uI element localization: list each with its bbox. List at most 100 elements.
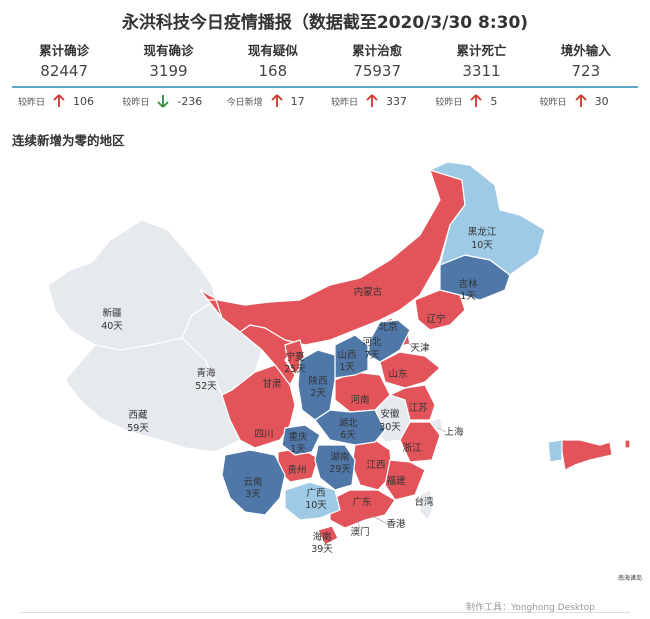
- label-beijing-name: 北京: [378, 321, 397, 333]
- label-jiangsu-name: 江苏: [408, 402, 428, 414]
- label-hubei-days: 6天: [340, 430, 356, 441]
- region-hunan[interactable]: [314, 444, 356, 491]
- region-hubei[interactable]: [314, 409, 386, 446]
- region-neimenggu[interactable]: [199, 161, 466, 346]
- label-anhui-name: 安徽: [380, 408, 400, 420]
- region-zhejiang[interactable]: [399, 421, 441, 463]
- delta-value: -236: [177, 94, 203, 108]
- region-nanhai-islands[interactable]: [559, 439, 613, 471]
- stat-current-suspected: 现有疑似 168: [221, 42, 325, 86]
- region-guangxi[interactable]: [284, 481, 341, 521]
- region-qinghai[interactable]: [181, 299, 263, 396]
- page-title: 永洪科技今日疫情播报（数据截至2020/3/30 8:30): [121, 13, 529, 33]
- region-sichuan[interactable]: [221, 364, 296, 449]
- delta-value: 17: [290, 94, 305, 108]
- label-heilongjiang-days: 10天: [471, 240, 493, 251]
- label-taiwan-name: 台湾: [414, 496, 434, 508]
- region-yunnan[interactable]: [221, 449, 286, 516]
- region-hainan[interactable]: [317, 525, 339, 546]
- region-chongqing[interactable]: [281, 424, 321, 456]
- label-qinghai-name: 青海: [196, 367, 216, 379]
- china-map: 新疆 40天 西藏 59天 青海 52天 黑龙江 10天 吉林 1天 内蒙古 辽…: [47, 161, 642, 582]
- section-title: 连续新增为零的地区: [12, 133, 125, 148]
- stat-label: 累计死亡: [456, 43, 507, 58]
- label-macau-name: 澳门: [350, 526, 369, 538]
- stat-label: 累计治愈: [352, 43, 403, 58]
- label-ningxia-name: 宁夏: [285, 351, 305, 363]
- label-sichuan-name: 四川: [254, 429, 273, 440]
- label-shaanxi-days: 2天: [310, 388, 326, 399]
- delta-total-deaths: 较昨日 5: [429, 92, 533, 110]
- arrow-up-icon: [366, 94, 378, 107]
- label-hongkong-name: 香港: [386, 518, 406, 530]
- label-heilongjiang-name: 黑龙江: [468, 226, 497, 238]
- label-hainan-days: 39天: [311, 544, 333, 555]
- label-xizang-days: 59天: [127, 423, 149, 434]
- stat-imported: 境外输入 723: [534, 42, 638, 86]
- label-hubei-name: 湖北: [338, 418, 358, 429]
- region-xinjiang[interactable]: [47, 219, 217, 351]
- label-shaanxi-name: 陕西: [308, 375, 327, 387]
- label-chongqing-days: 1天: [290, 444, 306, 455]
- stat-current-confirmed: 现有确诊 3199: [116, 42, 220, 86]
- label-guangxi-days: 10天: [305, 500, 327, 511]
- stat-label: 现有确诊: [143, 43, 194, 58]
- region-nanhai-islet[interactable]: [624, 439, 631, 449]
- label-shanghai-name: 上海: [444, 426, 464, 438]
- delta-label: 较昨日: [539, 97, 567, 108]
- label-fujian-name: 福建: [386, 475, 406, 487]
- label-ningxia-days: 25天: [284, 364, 306, 375]
- arrow-down-icon: [157, 95, 169, 108]
- region-nanhai-light[interactable]: [547, 439, 563, 463]
- label-shanxi-days: 1天: [339, 362, 355, 373]
- region-fujian[interactable]: [384, 459, 426, 501]
- label-chongqing-name: 重庆: [288, 431, 308, 443]
- stat-value: 75937: [353, 62, 401, 80]
- stat-label: 现有疑似: [247, 43, 298, 58]
- label-zhejiang-name: 浙江: [402, 442, 422, 454]
- stat-total-confirmed: 累计确诊 82447: [12, 42, 116, 86]
- region-taiwan[interactable]: [419, 489, 435, 521]
- stat-value: 82447: [40, 62, 89, 80]
- label-hebei-days: 7天: [364, 350, 380, 361]
- region-guangdong[interactable]: [329, 489, 396, 529]
- label-yunnan-name: 云南: [243, 476, 262, 488]
- region-shandong[interactable]: [379, 351, 441, 389]
- label-xizang-name: 西藏: [128, 409, 148, 421]
- label-jilin-days: 1天: [460, 291, 476, 302]
- region-jiangsu[interactable]: [389, 384, 436, 421]
- delta-total-confirmed: 较昨日 106: [12, 92, 116, 110]
- label-henan-name: 河南: [350, 394, 369, 406]
- delta-label: 较昨日: [330, 97, 358, 108]
- delta-imported: 较昨日 30: [534, 92, 638, 110]
- label-nanhai-name: 南海诸岛: [618, 574, 642, 582]
- stat-total-deaths: 累计死亡 3311: [429, 42, 533, 86]
- delta-total-cured: 较昨日 337: [325, 92, 429, 110]
- label-gansu-name: 甘肃: [262, 378, 281, 390]
- delta-value: 30: [594, 94, 609, 108]
- footer-divider: [20, 612, 630, 613]
- label-yunnan-days: 3天: [245, 489, 261, 500]
- stat-value: 3199: [149, 62, 188, 80]
- region-heilongjiang[interactable]: [429, 161, 546, 276]
- footer-credit: 制作工具：Yonghong Desktop: [466, 603, 595, 613]
- region-gansu[interactable]: [207, 299, 306, 386]
- label-neimenggu-name: 内蒙古: [354, 286, 383, 298]
- label-tianjin-name: 天津: [410, 343, 430, 354]
- label-jiangxi-name: 江西: [366, 460, 385, 471]
- label-hebei-name: 河北: [362, 336, 382, 348]
- stat-value: 168: [258, 62, 288, 80]
- label-hunan-days: 29天: [329, 464, 351, 475]
- stat-label: 境外输入: [560, 43, 611, 58]
- delta-value: 106: [73, 94, 95, 108]
- label-jilin-name: 吉林: [458, 278, 478, 290]
- arrow-up-icon: [271, 94, 283, 107]
- leader-line-tianjin: [404, 339, 415, 349]
- delta-label: 较昨日: [435, 97, 463, 108]
- stat-label: 累计确诊: [39, 43, 90, 58]
- label-guizhou-name: 贵州: [287, 464, 306, 476]
- label-hunan-name: 湖南: [330, 451, 349, 463]
- delta-current-confirmed: 较昨日 -236: [116, 92, 220, 110]
- delta-label: 较昨日: [122, 97, 150, 108]
- label-anhui-days: 30天: [379, 422, 401, 433]
